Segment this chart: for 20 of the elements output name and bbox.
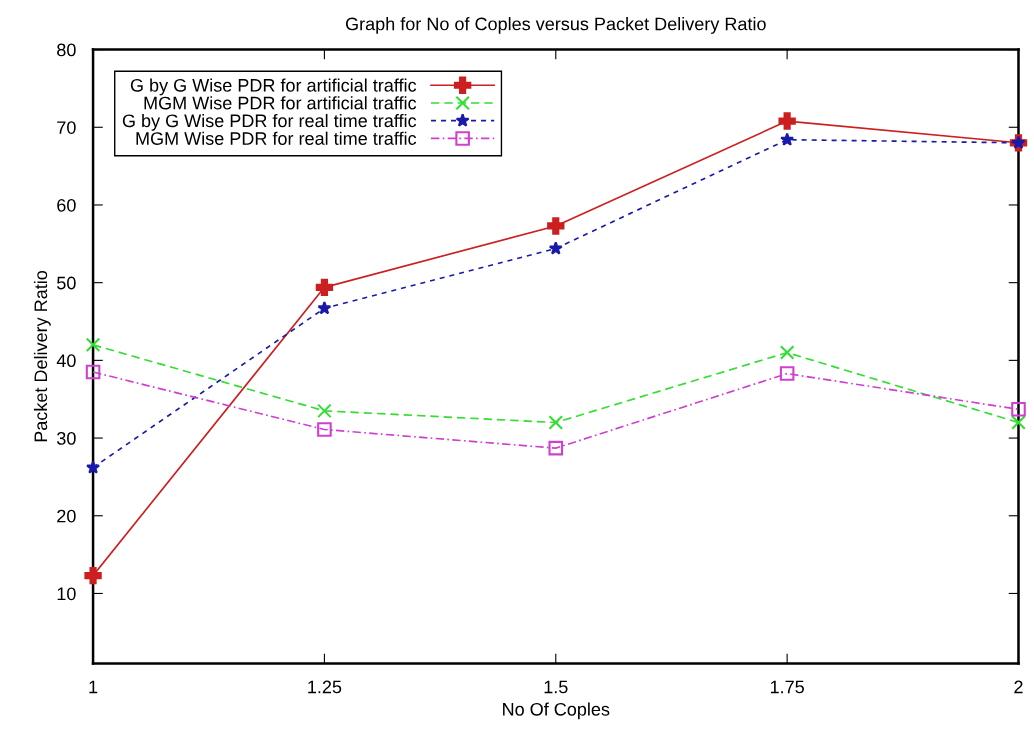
y-tick-label: 50 <box>57 276 76 290</box>
y-tick-label: 70 <box>57 121 76 134</box>
y-tick-label: 80 <box>57 43 76 57</box>
legend-label: MGM Wise PDR for real time traffic <box>136 131 417 145</box>
legend-label: G by G Wise PDR for real time traffic <box>122 113 417 131</box>
legend-label: MGM Wise PDR for artificial traffic <box>144 96 417 110</box>
x-tick-label: 2 <box>1014 680 1023 694</box>
x-tick-label: 1 <box>89 680 98 694</box>
y-tick-label: 30 <box>57 432 76 445</box>
x-axis-title: No Of Coples <box>503 702 610 720</box>
chart-title: Graph for No of Coples versus Packet Delivery Ratio <box>345 17 766 34</box>
y-tick-label: 10 <box>57 587 76 601</box>
y-tick-label: 60 <box>57 198 76 212</box>
y-tick-label: 40 <box>56 354 76 368</box>
legend-label: G by G Wise PDR for artificial traffic <box>130 78 417 96</box>
y-tick-label: 20 <box>57 509 76 523</box>
x-tick-label: 1.5 <box>544 680 568 694</box>
y-axis-title: Packet Delivery Ratio <box>33 270 51 442</box>
x-tick-label: 1.75 <box>770 680 804 694</box>
x-tick-label: 1.25 <box>308 680 342 694</box>
